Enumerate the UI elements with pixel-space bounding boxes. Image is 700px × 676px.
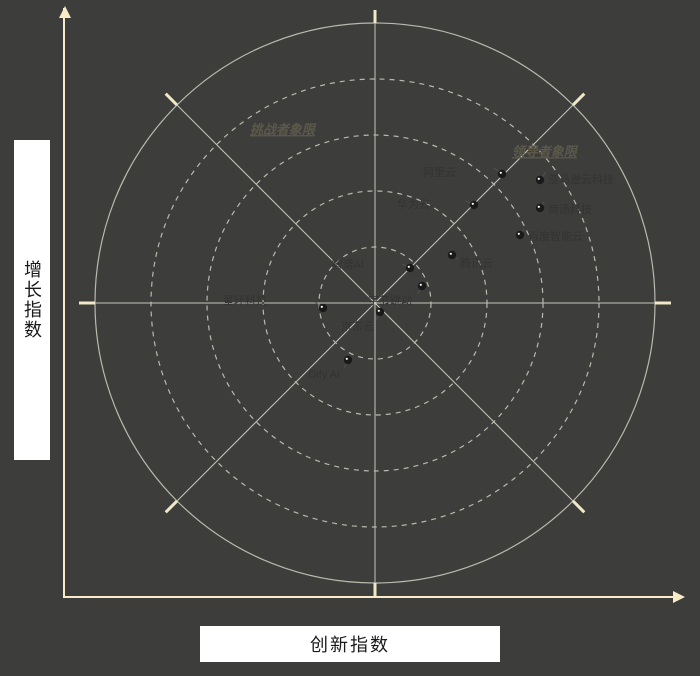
point-label: 星环科技 xyxy=(223,293,267,307)
spoke xyxy=(375,303,573,501)
x-axis-label: 创新指数 xyxy=(200,626,500,662)
point-aliyun: 阿里云 xyxy=(423,166,506,179)
point-zhipu: 智谱AI xyxy=(332,257,415,272)
tick xyxy=(573,94,584,105)
point-sensetime: 商汤科技 xyxy=(536,202,592,216)
point-aws: 亚马逊云科技 xyxy=(536,172,614,186)
point-label: Dify.AI xyxy=(308,369,340,381)
points-layer: 阿里云 亚马逊云科技华为云 商汤科技百度智能云腾讯云 智谱AI 字节跳动 星环科技京东云 D… xyxy=(223,166,614,381)
y-axis-label: 增长指数 xyxy=(14,140,50,460)
point-label: 商汤科技 xyxy=(548,202,592,216)
point-label: 阿里云 xyxy=(423,166,456,179)
point-label: 华为云 xyxy=(397,197,430,211)
point-label: 百度智能云 xyxy=(528,229,583,243)
point-label: 智谱AI xyxy=(332,257,364,271)
point-tencent: 腾讯云 xyxy=(448,251,493,270)
tick xyxy=(573,501,584,512)
point-baidu: 百度智能云 xyxy=(516,229,583,243)
point-huawei: 华为云 xyxy=(397,197,478,211)
y-axis-arrow xyxy=(63,8,65,596)
point-dify: Dify.AI xyxy=(308,356,352,381)
x-axis-arrow xyxy=(63,596,683,598)
tick xyxy=(166,501,177,512)
point-label: 字节跳动 xyxy=(368,293,412,307)
magic-quadrant-svg: 领导者象限 挑战者象限 阿里云 亚马逊云科技华为云 商汤科技百度智能云腾讯云 智谱AI 字… xyxy=(70,10,680,596)
challenger-label: 挑战者象限 xyxy=(250,122,317,137)
leader-label: 领导者象限 xyxy=(512,144,579,159)
point-label: 亚马逊云科技 xyxy=(548,172,614,186)
point-jdcloud: 京东云 xyxy=(341,308,384,333)
point-label: 腾讯云 xyxy=(460,256,493,270)
quadrant-chart: { "axes": { "y_label": "增长指数", "x_label"… xyxy=(0,0,700,676)
tick xyxy=(166,94,177,105)
point-label: 京东云 xyxy=(341,319,374,333)
